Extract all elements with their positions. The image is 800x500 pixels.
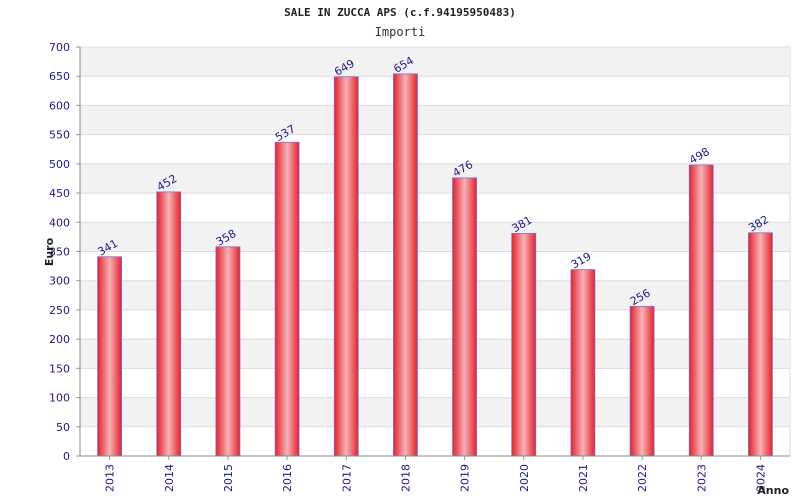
x-tick-label-2024: 2024 [754,464,767,492]
grid-band [80,105,790,135]
x-tick-label-2020: 2020 [518,464,531,492]
grid-band [80,339,790,369]
grid-band [80,163,790,194]
x-tick-label-2016: 2016 [281,464,294,492]
y-tick-label: 450 [49,187,70,200]
bar-2016 [274,141,300,457]
bar-2018 [393,73,418,457]
y-tick-label: 400 [49,216,70,229]
x-tick-label-2018: 2018 [399,464,412,492]
x-tick-label-2023: 2023 [695,464,708,492]
bar-2022 [629,306,655,457]
y-tick-label: 350 [49,246,70,259]
x-tick-label-2021: 2021 [577,464,590,492]
bar-2014 [156,191,182,457]
bar-2015 [215,246,241,457]
x-tick-label-2015: 2015 [222,464,235,492]
y-axis-title: Euro [43,237,56,266]
y-axis-ticks: 0 50 100 150 200 250 300 350 400 450 500 550 600 650 7… [49,41,81,463]
bar-2024 [748,232,773,457]
x-axis-ticks: 2013 2014 2015 2016 2017 2018 2019 2020 2021 2022… [80,455,790,492]
x-tick-label-2019: 2019 [459,464,472,492]
bar-2019 [452,177,477,457]
y-tick-label: 0 [63,450,70,463]
y-tick-label: 550 [49,129,70,142]
grid-band [80,222,790,252]
bars [97,73,773,457]
y-tick-label: 250 [49,304,70,317]
bar-2021 [570,269,596,457]
grid-band [80,280,790,310]
chart-subtitle: Importi [374,25,426,39]
y-tick-label: 700 [49,41,70,54]
x-tick-label-2014: 2014 [163,464,176,492]
x-tick-label-2013: 2013 [104,464,117,492]
bar-2020 [511,232,537,457]
bar-2017 [333,76,359,457]
bar-2013 [97,256,122,457]
y-tick-label: 600 [49,99,70,112]
y-tick-label: 650 [49,70,70,83]
y-tick-label: 150 [49,362,70,375]
bar-2023 [688,164,714,457]
grid-band [80,47,790,77]
grid-bands [79,46,791,457]
grid-band [80,397,790,427]
chart-title: SALE IN ZUCCA APS (c.f.94195950483) [284,6,516,19]
x-axis-title: Anno [757,484,789,497]
y-tick-label: 500 [49,158,70,171]
y-tick-label: 50 [56,421,70,434]
x-tick-label-2017: 2017 [340,464,353,492]
y-tick-label: 200 [49,333,70,346]
y-tick-label: 300 [49,275,70,288]
x-tick-label-2022: 2022 [636,464,649,492]
y-tick-label: 100 [49,392,70,405]
